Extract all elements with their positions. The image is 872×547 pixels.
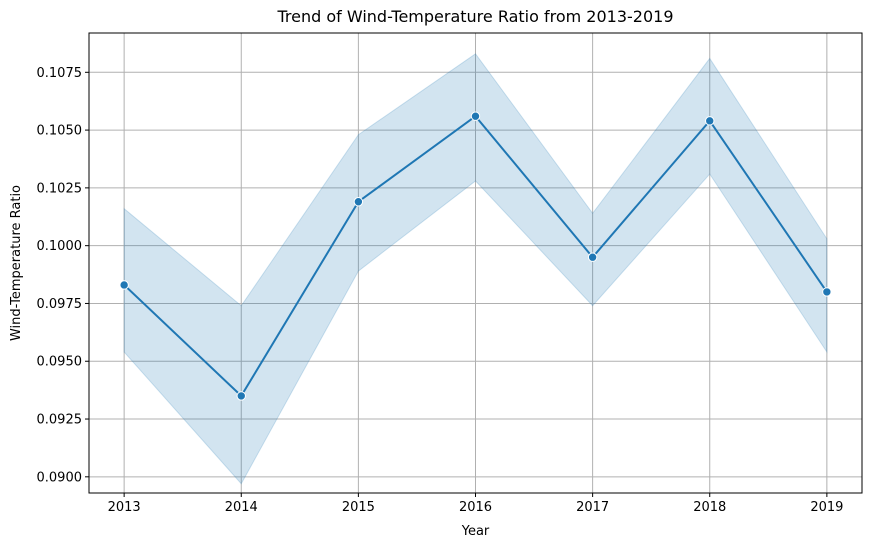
x-tick-label: 2016 bbox=[459, 500, 492, 515]
y-tick-label: 0.0925 bbox=[37, 413, 83, 428]
data-points bbox=[119, 111, 832, 401]
y-tick-label: 0.0975 bbox=[37, 297, 83, 312]
y-tick-label: 0.1025 bbox=[37, 181, 83, 196]
y-tick-label: 0.0950 bbox=[37, 355, 83, 370]
x-axis-title: Year bbox=[461, 524, 490, 539]
confidence-band bbox=[123, 53, 828, 485]
y-tick-label: 0.1075 bbox=[37, 66, 83, 81]
data-point bbox=[822, 287, 832, 297]
y-axis-ticks: 0.0900 0.0925 0.0950 0.0975 0.1000 0.1025 0.10… bbox=[37, 66, 89, 485]
x-tick-label: 2019 bbox=[810, 500, 843, 515]
x-tick-label: 2013 bbox=[108, 500, 141, 515]
y-tick-label: 0.0900 bbox=[37, 470, 83, 485]
x-tick-label: 2014 bbox=[225, 500, 258, 515]
data-point bbox=[705, 116, 715, 126]
x-axis-ticks: 2013 2014 2015 2016 2017 2018 2019 bbox=[108, 493, 843, 515]
x-tick-label: 2015 bbox=[342, 500, 375, 515]
grid-lines bbox=[89, 33, 862, 493]
x-tick-label: 2017 bbox=[576, 500, 609, 515]
data-point bbox=[470, 111, 481, 121]
data-point bbox=[236, 391, 246, 401]
y-tick-label: 0.1000 bbox=[37, 239, 83, 254]
y-axis-title: Wind-Temperature Ratio bbox=[9, 185, 24, 341]
x-tick-label: 2018 bbox=[693, 500, 726, 515]
chart-title: Trend of Wind-Temperature Ratio from 201… bbox=[276, 7, 673, 26]
confidence-band-area bbox=[123, 53, 828, 485]
y-tick-label: 0.1050 bbox=[37, 124, 83, 139]
data-point bbox=[119, 280, 129, 290]
data-point bbox=[353, 197, 364, 207]
data-point bbox=[587, 252, 598, 262]
